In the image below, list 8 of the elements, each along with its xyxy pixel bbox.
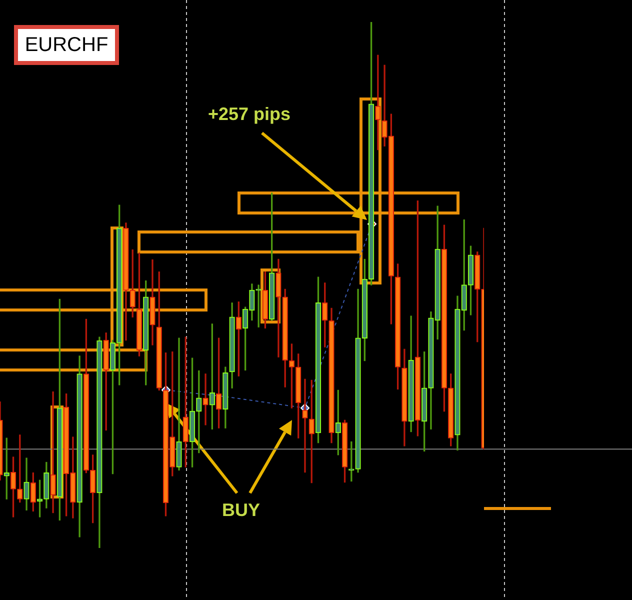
candlestick xyxy=(202,374,208,426)
annotation: BUY xyxy=(222,500,260,521)
candlestick xyxy=(50,391,56,514)
candlestick xyxy=(302,378,308,473)
candlestick xyxy=(276,258,282,358)
candlestick xyxy=(176,338,182,470)
annotation: +257 pips xyxy=(208,104,291,125)
text: EURCHF xyxy=(14,25,119,65)
